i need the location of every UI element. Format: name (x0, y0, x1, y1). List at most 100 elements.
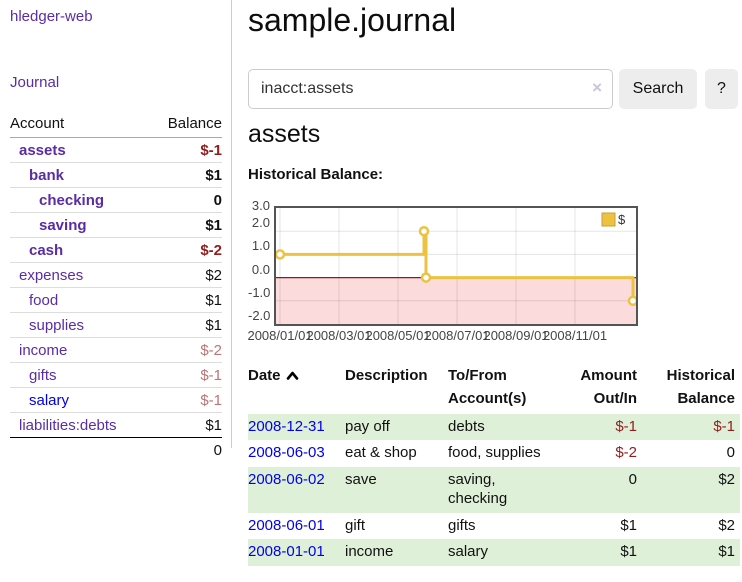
account-row-cash: cash $-2 (10, 238, 222, 263)
account-link-assets[interactable]: assets (19, 142, 66, 159)
account-link-food[interactable]: food (29, 292, 58, 309)
y-tick-label: 1.0 (248, 239, 270, 253)
account-link-checking[interactable]: checking (39, 192, 104, 209)
account-row-food: food $1 (10, 288, 222, 313)
account-balance: $1 (151, 213, 223, 238)
register-row: 2008-01-01 income salary $1 $1 (248, 539, 740, 566)
transaction-date-link[interactable]: 2008-01-01 (248, 543, 325, 560)
transaction-amount: 0 (560, 467, 642, 513)
account-link-income[interactable]: income (19, 342, 67, 359)
account-row-saving: saving $1 (10, 213, 222, 238)
date-header-label: Date (248, 367, 281, 384)
transaction-balance: $2 (642, 467, 740, 513)
account-heading: assets (248, 120, 320, 149)
register-table: Date Description To/From Account(s) Amou… (248, 362, 740, 566)
account-balance: $1 (151, 163, 223, 188)
sidebar: hledger-web Journal Account Balance asse… (0, 0, 232, 448)
register-row: 2008-06-03 eat & shop food, supplies $-2… (248, 440, 740, 467)
account-balance: $1 (151, 313, 223, 338)
app-title-link[interactable]: hledger-web (10, 8, 221, 25)
register-header-row: Date Description To/From Account(s) Amou… (248, 362, 740, 414)
register-header-amount: Amount Out/In (560, 362, 642, 414)
register-row: 2008-12-31 pay off debts $-1 $-1 (248, 414, 740, 441)
register-row: 2008-06-01 gift gifts $1 $2 (248, 513, 740, 540)
account-row-assets: assets $-1 (10, 138, 222, 163)
account-link-liabilities-debts[interactable]: liabilities:debts (19, 417, 117, 434)
account-balance: $-2 (151, 338, 223, 363)
account-row-gifts: gifts $-1 (10, 363, 222, 388)
register-header-description: Description (345, 362, 448, 414)
accounts-header-account: Account (10, 112, 151, 138)
account-row-bank: bank $1 (10, 163, 222, 188)
register-header-account: To/From Account(s) (448, 362, 560, 414)
x-tick-label: 2008/09/01 (483, 328, 548, 343)
transaction-description: gift (345, 513, 448, 540)
y-tick-label: -1.0 (248, 286, 270, 300)
account-row-supplies: supplies $1 (10, 313, 222, 338)
register-header-balance: Historical Balance (642, 362, 740, 414)
x-tick-label: 2008/01/01 (247, 328, 312, 343)
transaction-description: eat & shop (345, 440, 448, 467)
y-tick-label: 2.0 (248, 216, 270, 230)
x-tick-label: 2008/05/01 (365, 328, 430, 343)
y-tick-label: -2.0 (248, 309, 270, 323)
account-balance: $-2 (151, 238, 223, 263)
account-link-saving[interactable]: saving (39, 217, 87, 234)
transaction-date-link[interactable]: 2008-12-31 (248, 418, 325, 435)
account-balance: $-1 (151, 388, 223, 413)
y-tick-label: 0.0 (248, 263, 270, 277)
search-button[interactable]: Search (619, 69, 697, 109)
clear-search-icon[interactable]: × (592, 79, 602, 96)
chart-title: Historical Balance: (248, 166, 383, 183)
account-row-salary: salary $-1 (10, 388, 222, 413)
transaction-balance: $1 (642, 539, 740, 566)
account-balance: $1 (151, 288, 223, 313)
legend-label: $ (618, 212, 626, 227)
account-link-expenses[interactable]: expenses (19, 267, 83, 284)
transaction-amount: $1 (560, 513, 642, 540)
transaction-date-link[interactable]: 2008-06-03 (248, 444, 325, 461)
accounts-header-balance: Balance (151, 112, 223, 138)
chart-plot-area: $ (274, 206, 638, 326)
accounts-total-value: 0 (151, 438, 223, 463)
transaction-amount: $1 (560, 539, 642, 566)
main-content: sample.journal × Search ? assets Histori… (248, 0, 742, 38)
search-input[interactable] (248, 69, 613, 109)
account-row-liabilities-debts: liabilities:debts $1 (10, 413, 222, 438)
account-balance: 0 (151, 188, 223, 213)
sidebar-item-journal[interactable]: Journal (10, 74, 221, 91)
account-balance: $2 (151, 263, 223, 288)
account-link-salary[interactable]: salary (29, 392, 69, 409)
chart-canvas: $ (276, 208, 636, 324)
account-balance: $1 (151, 413, 223, 438)
balance-chart: 3.0 2.0 1.0 0.0 -1.0 -2.0 (248, 200, 742, 345)
register-header-date[interactable]: Date (248, 362, 345, 414)
account-row-expenses: expenses $2 (10, 263, 222, 288)
search-form: × Search ? (248, 69, 742, 109)
accounts-table: Account Balance assets $-1 bank $1 check… (10, 112, 222, 462)
transaction-balance: $-1 (642, 414, 740, 441)
transaction-date-link[interactable]: 2008-06-02 (248, 471, 325, 488)
transaction-description: income (345, 539, 448, 566)
transaction-amount: $-2 (560, 440, 642, 467)
x-tick-label: 2008/07/01 (424, 328, 489, 343)
transaction-accounts: saving, checking (448, 467, 560, 513)
accounts-total-row: 0 (10, 438, 222, 463)
sort-ascending-icon (286, 365, 299, 388)
account-link-cash[interactable]: cash (29, 242, 63, 259)
account-link-supplies[interactable]: supplies (29, 317, 84, 334)
help-button[interactable]: ? (705, 69, 738, 109)
legend-swatch (602, 213, 615, 226)
transaction-balance: 0 (642, 440, 740, 467)
account-link-bank[interactable]: bank (29, 167, 64, 184)
account-link-gifts[interactable]: gifts (29, 367, 57, 384)
transaction-description: pay off (345, 414, 448, 441)
account-row-checking: checking 0 (10, 188, 222, 213)
transaction-accounts: food, supplies (448, 440, 560, 467)
account-row-income: income $-2 (10, 338, 222, 363)
register-row: 2008-06-02 save saving, checking 0 $2 (248, 467, 740, 513)
x-tick-label: 2008/03/01 (306, 328, 371, 343)
x-tick-label: 2008/11/01 (543, 328, 607, 343)
transaction-date-link[interactable]: 2008-06-01 (248, 517, 325, 534)
transaction-accounts: salary (448, 539, 560, 566)
